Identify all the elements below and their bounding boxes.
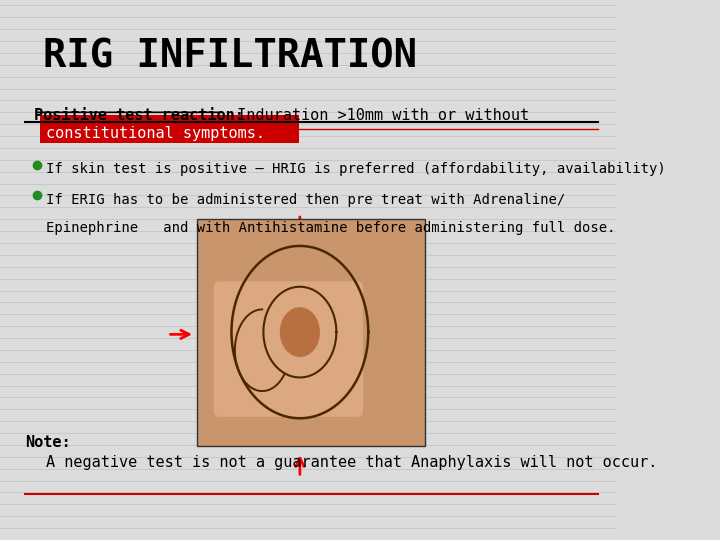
Text: Positive test reaction:: Positive test reaction: xyxy=(34,108,244,123)
Text: A negative test is not a guarantee that Anaphylaxis will not occur.: A negative test is not a guarantee that … xyxy=(46,455,657,470)
Text: If skin test is positive – HRIG is preferred (affordability, availability): If skin test is positive – HRIG is prefe… xyxy=(46,162,666,176)
Text: Induration >10mm with or without: Induration >10mm with or without xyxy=(228,108,529,123)
FancyBboxPatch shape xyxy=(197,219,426,446)
Text: Note:: Note: xyxy=(24,435,71,450)
Text: If ERIG has to be administered then pre treat with Adrenaline/: If ERIG has to be administered then pre … xyxy=(46,193,565,207)
FancyBboxPatch shape xyxy=(214,281,363,417)
Text: Epinephrine   and with Antihistamine before administering full dose.: Epinephrine and with Antihistamine befor… xyxy=(46,221,616,235)
Ellipse shape xyxy=(280,307,320,357)
Text: RIG INFILTRATION: RIG INFILTRATION xyxy=(43,38,417,76)
FancyBboxPatch shape xyxy=(40,115,299,143)
Text: constitutional symptoms.: constitutional symptoms. xyxy=(46,126,265,141)
